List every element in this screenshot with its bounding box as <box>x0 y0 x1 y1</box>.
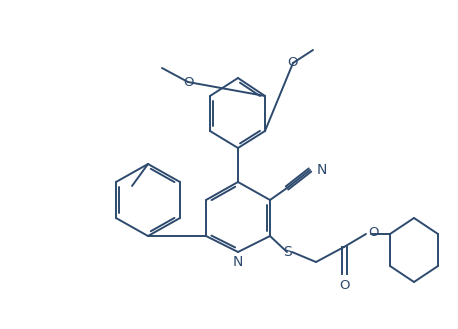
Text: O: O <box>183 75 193 89</box>
Text: O: O <box>368 226 378 240</box>
Text: N: N <box>233 255 243 269</box>
Text: S: S <box>283 245 291 259</box>
Text: O: O <box>288 57 298 69</box>
Text: O: O <box>339 279 349 292</box>
Text: N: N <box>317 163 327 177</box>
